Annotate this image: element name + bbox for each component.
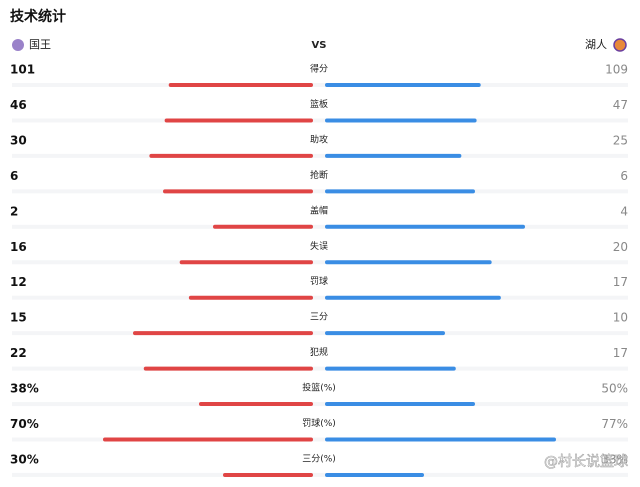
home-bar [179,260,313,265]
bar-track [12,295,628,300]
home-bar [164,118,313,123]
watermark: @村长说篮球 [544,454,628,470]
stat-label: 罚球 [310,275,328,287]
home-bar [168,83,313,87]
bar-track [12,437,628,442]
stat-label: 篮板 [310,98,328,110]
stat-label: 犯规 [310,347,328,358]
away-value: 50% [601,382,628,396]
stat-label: 三分 [310,312,328,323]
away-logo [613,38,627,52]
bar-track [12,472,628,477]
away-value: 33% [601,452,628,466]
stat-label: 失误 [310,240,328,252]
bar-track [12,153,628,158]
home-bar [143,366,313,371]
stat-label: 助攻 [310,133,328,145]
home-value: 101 [10,63,35,77]
away-value: 4 [620,204,628,218]
stat-label: 得分 [310,63,328,75]
away-bar [325,153,462,158]
away-bar [325,472,424,477]
away-bar [325,118,477,123]
away-value: 20 [613,240,628,254]
stat-label: 罚球(%) [302,417,336,429]
away-bar [325,402,475,407]
bar-track [12,83,628,87]
bar-track [12,402,628,407]
panel-title: 技术统计 [10,8,66,25]
home-value: 70% [10,417,39,431]
home-bar [163,189,313,194]
away-value: 77% [601,417,628,431]
home-value: 22 [10,346,27,360]
home-bar [149,153,313,158]
home-bar [103,437,313,442]
home-team: 国王 [29,38,51,51]
home-bar [188,295,313,300]
home-bar [133,331,313,336]
away-value: 17 [613,346,628,360]
away-value: 25 [613,133,628,147]
away-bar [325,189,475,194]
home-value: 30 [10,133,27,147]
away-value: 10 [613,311,628,325]
home-value: 30% [10,452,39,466]
away-value: 47 [613,98,628,112]
bar-track [12,260,628,265]
bar-track [12,224,628,229]
away-value: 6 [620,169,628,183]
home-bar [199,402,313,407]
stat-label: 三分(%) [302,453,336,464]
bar-track [12,189,628,194]
bar-track [12,331,628,336]
bar-track [12,118,628,123]
home-value: 46 [10,98,27,112]
home-bar [213,224,313,229]
bar-track [12,366,628,371]
away-bar [325,366,456,371]
away-value: 17 [613,275,628,289]
home-bar [223,472,313,477]
away-bar [325,331,445,336]
home-value: 6 [10,169,18,183]
away-bar [325,83,481,87]
home-value: 12 [10,275,27,289]
away-bar [325,437,556,442]
home-value: 16 [10,240,27,254]
stat-label: 抢断 [310,169,328,181]
away-team: 湖人 [585,38,607,51]
vs: VS [312,40,327,51]
home-value: 38% [10,382,39,396]
stat-label: 投篮(%) [302,382,336,394]
away-value: 109 [605,63,628,77]
away-bar [325,224,525,229]
home-value: 2 [10,204,18,218]
away-bar [325,260,492,265]
away-bar [325,295,501,300]
stat-label: 盖帽 [310,204,328,216]
home-logo [12,39,24,51]
home-value: 15 [10,311,27,325]
